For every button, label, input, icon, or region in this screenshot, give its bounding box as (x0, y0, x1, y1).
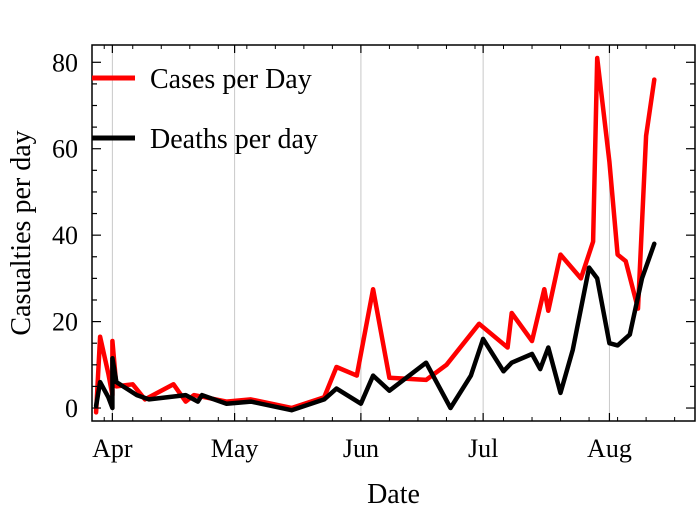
x-tick-label: Aug (587, 434, 632, 463)
y-tick-label: 20 (52, 308, 78, 337)
y-tick-label: 80 (52, 48, 78, 77)
series-group (93, 55, 657, 415)
series-line-1 (93, 241, 657, 413)
x-tick-label: Jun (343, 434, 379, 463)
legend: Cases per Day Deaths per day (92, 64, 318, 155)
plot-frame (91, 44, 696, 422)
x-tick-label: May (211, 434, 259, 463)
legend-label: Cases per Day (150, 64, 312, 95)
legend-label: Deaths per day (150, 124, 318, 155)
y-axis-ticks: 0 20 40 60 80 (52, 48, 695, 423)
y-tick-label: 0 (65, 394, 78, 423)
x-tick-label: Jul (468, 434, 498, 463)
y-tick-label: 40 (52, 221, 78, 250)
x-axis-title: Date (367, 479, 420, 510)
y-tick-label: 60 (52, 135, 78, 164)
series-line-0 (93, 55, 657, 415)
y-axis-title: Casualties per day (6, 130, 37, 335)
x-tick-label: Apr (92, 434, 133, 463)
x-axis-ticks: Apr May Jun Jul Aug (92, 45, 676, 463)
